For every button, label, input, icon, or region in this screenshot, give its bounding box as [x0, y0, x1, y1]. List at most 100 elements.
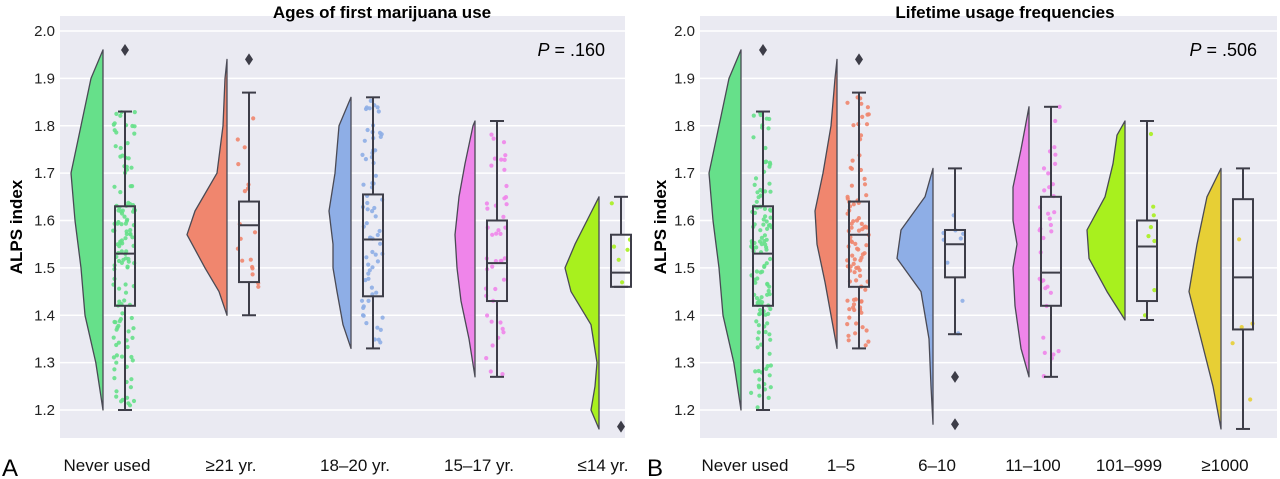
data-point — [768, 338, 772, 342]
data-point — [768, 373, 772, 377]
y-tick-label: 1.8 — [34, 118, 55, 135]
data-point — [863, 182, 867, 186]
chart-title: Lifetime usage frequencies — [895, 3, 1114, 22]
data-point — [853, 257, 857, 261]
data-point — [126, 345, 130, 349]
data-point — [852, 308, 856, 312]
data-point — [243, 145, 247, 149]
data-point — [489, 164, 493, 168]
data-point — [121, 209, 125, 213]
x-tick-label: Never used — [702, 456, 789, 475]
data-point — [765, 219, 769, 223]
data-point — [129, 166, 133, 170]
data-point — [361, 313, 365, 317]
data-point — [489, 133, 493, 137]
data-point — [112, 367, 116, 371]
data-point — [1057, 349, 1061, 353]
data-point — [757, 377, 761, 381]
data-point — [485, 201, 489, 205]
y-axis-label: ALPS index — [651, 179, 670, 274]
data-point — [361, 183, 365, 187]
x-tick-label: 101–999 — [1096, 456, 1162, 475]
data-point — [132, 399, 136, 403]
data-point — [1053, 162, 1057, 166]
data-point — [503, 153, 507, 157]
data-point — [757, 394, 761, 398]
data-point — [376, 259, 380, 263]
data-point — [113, 121, 117, 125]
x-tick-label: 11–100 — [1005, 456, 1060, 475]
data-point — [118, 319, 122, 323]
data-point — [374, 253, 378, 257]
x-tick-label: 18–20 yr. — [320, 456, 390, 475]
data-point — [754, 319, 758, 323]
p-value-label: P = .160 — [537, 40, 605, 60]
data-point — [112, 336, 116, 340]
data-point — [852, 302, 856, 306]
data-point — [502, 140, 506, 144]
data-point — [766, 364, 770, 368]
data-point — [501, 215, 505, 219]
data-point — [768, 352, 772, 356]
data-point — [374, 174, 378, 178]
data-point — [863, 177, 867, 181]
data-point — [763, 313, 767, 317]
data-point — [112, 355, 116, 359]
y-tick-label: 1.4 — [674, 307, 695, 324]
data-point — [753, 183, 757, 187]
data-point — [256, 285, 260, 289]
data-point — [362, 304, 366, 308]
data-point — [861, 252, 865, 256]
data-point — [865, 113, 869, 117]
data-point — [500, 372, 504, 376]
data-point — [853, 331, 857, 335]
data-point — [236, 162, 240, 166]
x-tick-label: ≤14 yr. — [578, 456, 629, 475]
data-point — [757, 330, 761, 334]
data-point — [865, 328, 869, 332]
data-point — [378, 131, 382, 135]
y-tick-label: 1.5 — [674, 260, 695, 277]
data-point — [850, 167, 854, 171]
data-point — [117, 244, 121, 248]
data-point — [754, 176, 758, 180]
data-point — [1152, 239, 1156, 243]
x-tick-label: Never used — [64, 456, 151, 475]
data-point — [363, 139, 367, 143]
data-point — [846, 195, 850, 199]
data-point — [755, 269, 759, 273]
data-point — [850, 226, 854, 230]
data-point — [114, 130, 118, 134]
data-point — [768, 257, 772, 261]
data-point — [116, 220, 120, 224]
data-point — [365, 221, 369, 225]
data-point — [124, 291, 128, 295]
data-point — [845, 101, 849, 105]
data-point — [1152, 213, 1156, 217]
data-point — [752, 114, 756, 118]
data-point — [502, 168, 506, 172]
data-point — [850, 184, 854, 188]
x-tick-label: 6–10 — [918, 456, 956, 475]
data-point — [851, 159, 855, 163]
data-point — [364, 157, 368, 161]
data-point — [250, 266, 254, 270]
data-point — [857, 229, 861, 233]
data-point — [236, 137, 240, 141]
data-point — [370, 286, 374, 290]
data-point — [751, 135, 755, 139]
data-point — [850, 254, 854, 258]
data-point — [490, 320, 494, 324]
data-point — [1049, 223, 1053, 227]
x-tick-label: ≥21 yr. — [206, 456, 257, 475]
data-point — [130, 336, 134, 340]
data-point — [120, 355, 124, 359]
data-point — [1052, 210, 1056, 214]
y-tick-label: 1.3 — [34, 355, 55, 372]
data-point — [758, 299, 762, 303]
data-point — [133, 110, 137, 114]
data-point — [365, 201, 369, 205]
data-point — [1042, 166, 1046, 170]
data-point — [503, 158, 507, 162]
data-point — [498, 232, 502, 236]
